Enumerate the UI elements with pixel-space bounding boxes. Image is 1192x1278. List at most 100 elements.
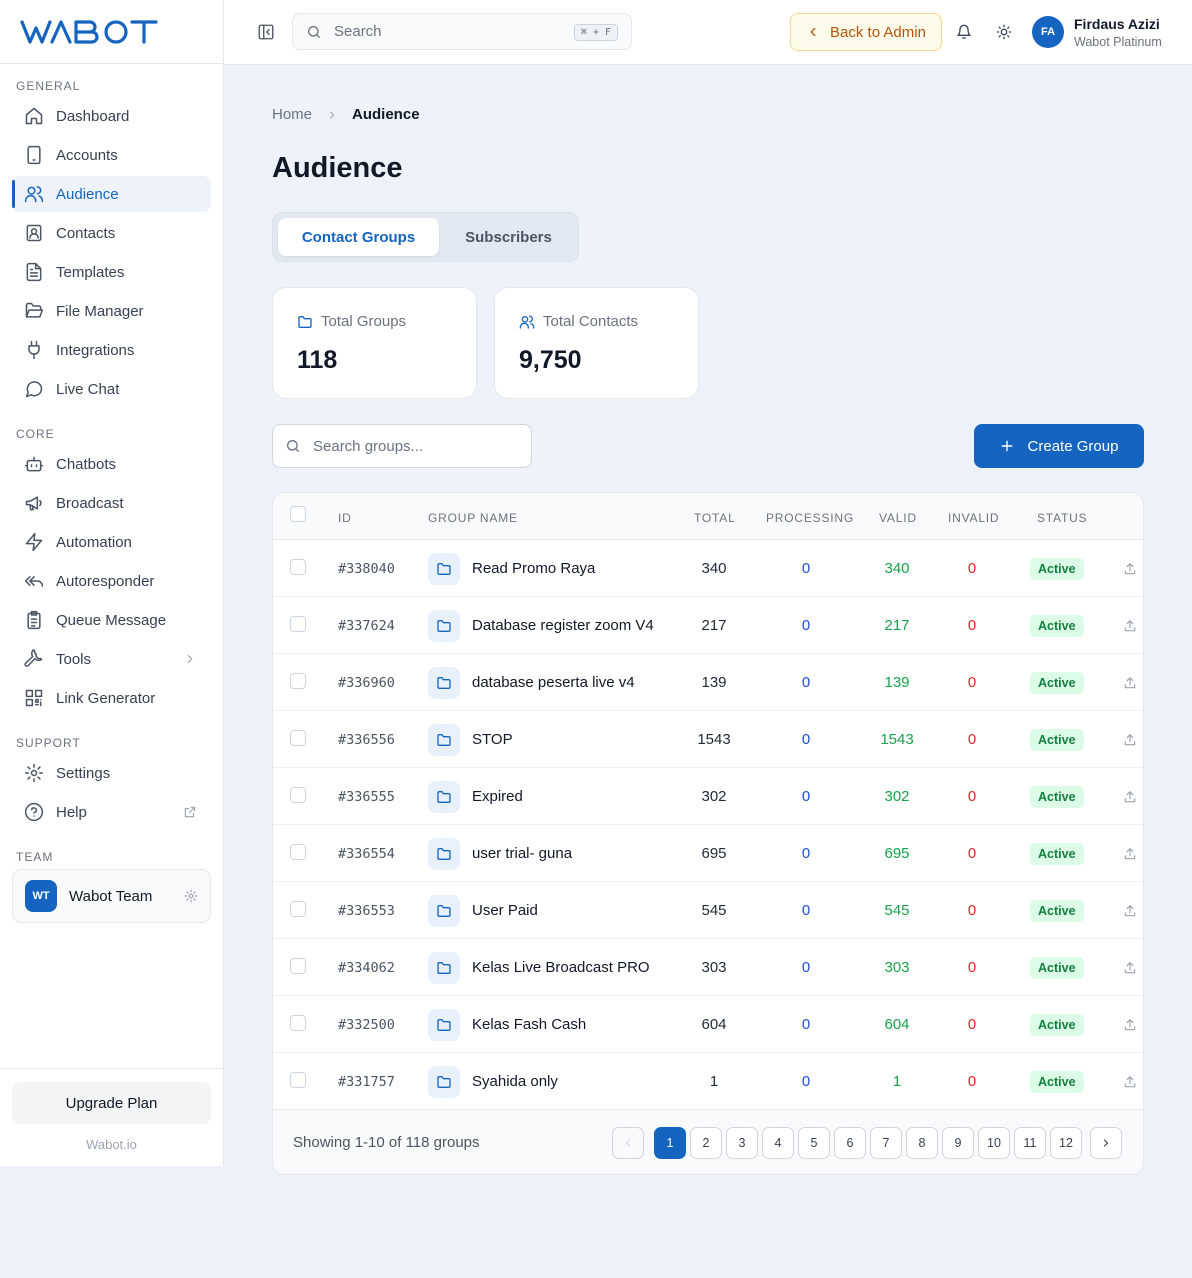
upload-icon[interactable] xyxy=(1123,961,1137,975)
page-button[interactable]: 8 xyxy=(906,1127,938,1159)
sidebar-item-chatbots[interactable]: Chatbots xyxy=(12,446,211,482)
group-name[interactable]: database peserta live v4 xyxy=(472,674,635,691)
table-row[interactable]: #337624 Database register zoom V4 217 0 21… xyxy=(273,597,1143,654)
page-button[interactable]: 11 xyxy=(1014,1127,1046,1159)
column-header[interactable]: INVALID xyxy=(948,511,1000,525)
upload-icon[interactable] xyxy=(1123,790,1137,804)
page-button[interactable]: 4 xyxy=(762,1127,794,1159)
select-all-checkbox[interactable] xyxy=(290,506,306,522)
group-name-cell[interactable]: Expired xyxy=(428,768,523,825)
page-button[interactable]: 9 xyxy=(942,1127,974,1159)
export-action[interactable] xyxy=(1123,939,1137,996)
upload-icon[interactable] xyxy=(1123,562,1137,576)
export-action[interactable] xyxy=(1123,825,1137,882)
table-row[interactable]: #336960 database peserta live v4 139 0 139… xyxy=(273,654,1143,711)
export-action[interactable] xyxy=(1123,768,1137,825)
group-name[interactable]: Expired xyxy=(472,788,523,805)
page-button[interactable]: 3 xyxy=(726,1127,758,1159)
page-button[interactable]: 12 xyxy=(1050,1127,1082,1159)
tab-contact-groups[interactable]: Contact Groups xyxy=(278,218,439,256)
sidebar-item-live-chat[interactable]: Live Chat xyxy=(12,371,211,407)
page-button[interactable]: 5 xyxy=(798,1127,830,1159)
column-header[interactable]: PROCESSING xyxy=(766,511,855,525)
export-action[interactable] xyxy=(1123,711,1137,768)
group-name-cell[interactable]: STOP xyxy=(428,711,513,768)
sidebar-item-audience[interactable]: Audience xyxy=(12,176,211,212)
table-row[interactable]: #336554 user trial- guna 695 0 695 0 Active xyxy=(273,825,1143,882)
group-name-cell[interactable]: Kelas Fash Cash xyxy=(428,996,586,1053)
upload-icon[interactable] xyxy=(1123,847,1137,861)
row-checkbox[interactable] xyxy=(290,787,306,803)
page-button[interactable]: 7 xyxy=(870,1127,902,1159)
sidebar-item-settings[interactable]: Settings xyxy=(12,755,211,791)
sidebar-item-file-manager[interactable]: File Manager xyxy=(12,293,211,329)
column-header[interactable]: ID xyxy=(338,511,352,525)
row-checkbox[interactable] xyxy=(290,958,306,974)
sidebar-item-queue-message[interactable]: Queue Message xyxy=(12,602,211,638)
user-avatar[interactable]: FA xyxy=(1032,16,1064,48)
sidebar-item-accounts[interactable]: Accounts xyxy=(12,137,211,173)
export-action[interactable] xyxy=(1123,654,1137,711)
column-header[interactable]: VALID xyxy=(879,511,917,525)
sidebar-item-autoresponder[interactable]: Autoresponder xyxy=(12,563,211,599)
table-row[interactable]: #331757 Syahida only 1 0 1 0 Active xyxy=(273,1053,1143,1110)
footer-link[interactable]: Wabot.io xyxy=(86,1137,137,1152)
tab-subscribers[interactable]: Subscribers xyxy=(465,228,552,246)
sidebar-item-link-generator[interactable]: Link Generator xyxy=(12,680,211,716)
group-search-input[interactable]: Search groups... xyxy=(272,424,532,468)
row-checkbox[interactable] xyxy=(290,559,306,575)
page-button[interactable]: 10 xyxy=(978,1127,1010,1159)
row-checkbox[interactable] xyxy=(290,673,306,689)
group-name[interactable]: STOP xyxy=(472,731,513,748)
export-action[interactable] xyxy=(1123,1053,1137,1110)
next-page-button[interactable] xyxy=(1090,1127,1122,1159)
group-name[interactable]: user trial- guna xyxy=(472,845,573,862)
sidebar-item-broadcast[interactable]: Broadcast xyxy=(12,485,211,521)
group-name[interactable]: Kelas Fash Cash xyxy=(472,1016,587,1033)
table-row[interactable]: #336553 User Paid 545 0 545 0 Active xyxy=(273,882,1143,939)
theme-toggle-icon[interactable] xyxy=(996,24,1012,40)
upgrade-plan-button[interactable]: Upgrade Plan xyxy=(12,1082,211,1124)
column-header[interactable]: STATUS xyxy=(1037,511,1088,525)
upload-icon[interactable] xyxy=(1123,1075,1137,1089)
export-action[interactable] xyxy=(1123,996,1137,1053)
chevron-right-icon[interactable] xyxy=(183,652,197,666)
sidebar-item-tools[interactable]: Tools xyxy=(12,641,211,677)
team-settings-icon[interactable] xyxy=(184,889,198,903)
table-row[interactable]: #336556 STOP 1543 0 1543 0 Active xyxy=(273,711,1143,768)
export-action[interactable] xyxy=(1123,540,1137,597)
row-checkbox[interactable] xyxy=(290,730,306,746)
sidebar-item-integrations[interactable]: Integrations xyxy=(12,332,211,368)
group-name-cell[interactable]: Read Promo Raya xyxy=(428,540,595,597)
table-row[interactable]: #336555 Expired 302 0 302 0 Active xyxy=(273,768,1143,825)
team-switcher[interactable]: WT Wabot Team xyxy=(12,869,211,923)
group-name[interactable]: Read Promo Raya xyxy=(472,560,596,577)
sidebar-item-dashboard[interactable]: Dashboard xyxy=(12,98,211,134)
sidebar-item-automation[interactable]: Automation xyxy=(12,524,211,560)
group-name[interactable]: Database register zoom V4 xyxy=(472,617,654,634)
logo[interactable] xyxy=(0,0,223,64)
row-checkbox[interactable] xyxy=(290,901,306,917)
column-header[interactable]: GROUP NAME xyxy=(428,511,518,525)
upload-icon[interactable] xyxy=(1123,733,1137,747)
table-row[interactable]: #338040 Read Promo Raya 340 0 340 0 Active xyxy=(273,540,1143,597)
row-checkbox[interactable] xyxy=(290,1015,306,1031)
upload-icon[interactable] xyxy=(1123,619,1137,633)
table-row[interactable]: #334062 Kelas Live Broadcast PRO 303 0 303… xyxy=(273,939,1143,996)
global-search-input[interactable]: Search ⌘ + F xyxy=(292,13,632,50)
export-action[interactable] xyxy=(1123,882,1137,939)
sidebar-item-templates[interactable]: Templates xyxy=(12,254,211,290)
page-button[interactable]: 6 xyxy=(834,1127,866,1159)
group-name-cell[interactable]: user trial- guna xyxy=(428,825,572,882)
row-checkbox[interactable] xyxy=(290,844,306,860)
page-button[interactable]: 1 xyxy=(654,1127,686,1159)
group-name[interactable]: User Paid xyxy=(472,902,538,919)
table-row[interactable]: #332500 Kelas Fash Cash 604 0 604 0 Active xyxy=(273,996,1143,1053)
breadcrumb-home[interactable]: Home xyxy=(272,106,313,123)
upload-icon[interactable] xyxy=(1123,904,1137,918)
upload-icon[interactable] xyxy=(1123,676,1137,690)
page-button[interactable]: 2 xyxy=(690,1127,722,1159)
sidebar-toggle-icon[interactable] xyxy=(257,23,275,41)
create-group-button[interactable]: Create Group xyxy=(974,424,1144,468)
row-checkbox[interactable] xyxy=(290,616,306,632)
